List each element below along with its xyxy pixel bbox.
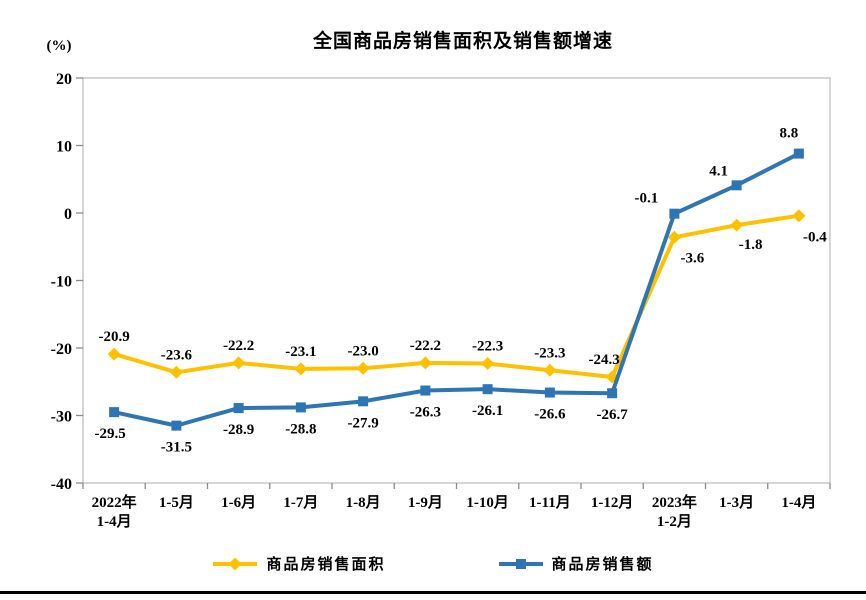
data-label: -1.8 xyxy=(739,237,763,253)
x-axis-tick-label: 1-4月 xyxy=(781,494,816,511)
diamond-marker-icon xyxy=(169,365,183,379)
y-axis-tick-label: -20 xyxy=(51,341,72,358)
bottom-border-line xyxy=(0,591,866,594)
data-label: -26.1 xyxy=(472,403,503,419)
diamond-marker-icon xyxy=(294,362,308,376)
data-label: 4.1 xyxy=(709,163,728,179)
diamond-marker-icon xyxy=(543,363,557,377)
data-label: -26.7 xyxy=(597,407,629,423)
x-axis-tick-label: 2022年 1-4月 xyxy=(92,493,137,530)
diamond-marker-icon xyxy=(232,356,246,370)
diamond-marker-icon xyxy=(228,557,242,570)
legend-line-diamond-icon xyxy=(213,557,258,570)
square-marker-icon xyxy=(358,396,369,407)
legend-label-sales-area: 商品房销售面积 xyxy=(266,557,386,573)
data-label: -28.8 xyxy=(285,421,316,437)
x-axis-tick-label: 1-6月 xyxy=(221,494,256,511)
data-label: -29.5 xyxy=(95,426,126,442)
diamond-marker-icon xyxy=(418,356,432,370)
data-label: -31.5 xyxy=(161,440,192,456)
data-label: -28.9 xyxy=(223,422,254,438)
data-label: -27.9 xyxy=(348,415,379,431)
diamond-marker-icon xyxy=(107,347,121,361)
x-axis-tick-label: 2023年 1-2月 xyxy=(652,493,697,530)
series-line-sales-area xyxy=(112,213,801,380)
y-axis-unit-label: (%) xyxy=(46,38,72,54)
square-marker-icon xyxy=(171,420,182,431)
x-axis-tick-label: 1-3月 xyxy=(719,494,754,511)
data-label: -3.6 xyxy=(681,250,705,266)
chart-legend: 商品房销售面积 商品房销售额 xyxy=(0,553,866,574)
legend-item-sales-amount: 商品房销售额 xyxy=(498,553,654,574)
x-axis-tick-label: 1-8月 xyxy=(346,494,381,511)
square-marker-icon xyxy=(109,407,120,418)
diamond-marker-icon xyxy=(667,230,681,244)
data-label: -20.9 xyxy=(99,329,130,345)
square-marker-icon xyxy=(420,385,431,396)
y-axis-tick-label: 10 xyxy=(56,139,72,156)
y-axis-tick-label: -40 xyxy=(51,476,72,493)
square-marker-icon xyxy=(669,208,680,219)
diamond-marker-icon xyxy=(356,361,370,375)
diamond-marker-icon xyxy=(481,357,495,371)
data-label: -26.6 xyxy=(534,407,566,423)
y-axis-tick-label: -10 xyxy=(51,274,72,291)
legend-line-square-icon xyxy=(498,558,543,569)
x-axis-tick-label: 1-11月 xyxy=(529,494,571,511)
data-label: -23.6 xyxy=(161,347,193,363)
data-label: -0.1 xyxy=(635,191,659,207)
square-marker-icon xyxy=(515,558,526,569)
data-label: -22.2 xyxy=(410,338,441,354)
square-marker-icon xyxy=(793,148,804,159)
data-label: -26.3 xyxy=(410,405,441,421)
x-axis-tick-label: 1-10月 xyxy=(466,494,509,511)
y-axis-tick-label: 0 xyxy=(64,206,72,223)
x-axis-tick-label: 1-12月 xyxy=(591,494,634,511)
series-line-sales-amount xyxy=(112,151,801,428)
square-marker-icon xyxy=(233,403,244,414)
legend-item-sales-area: 商品房销售面积 xyxy=(212,553,385,574)
square-marker-icon xyxy=(295,402,306,413)
square-marker-icon xyxy=(731,180,742,191)
y-axis-tick-label: -30 xyxy=(51,409,72,426)
x-axis-tick-label: 1-9月 xyxy=(408,494,443,511)
chart-title: 全国商品房销售面积及销售额增速 xyxy=(312,31,613,52)
square-marker-icon xyxy=(482,384,493,395)
y-axis-tick-label: 20 xyxy=(56,71,72,88)
data-label: -0.4 xyxy=(803,230,827,246)
data-label: -23.0 xyxy=(348,343,379,359)
data-label: -24.3 xyxy=(589,352,620,368)
diamond-marker-icon xyxy=(792,209,806,223)
data-label: -23.1 xyxy=(285,344,316,360)
legend-label-sales-amount: 商品房销售额 xyxy=(551,557,654,573)
data-label: 8.8 xyxy=(780,126,799,142)
data-label: -22.3 xyxy=(472,339,503,355)
data-label: -22.2 xyxy=(223,338,254,354)
data-label: -23.3 xyxy=(534,345,565,361)
diamond-marker-icon xyxy=(730,218,744,232)
x-axis-tick-label: 1-7月 xyxy=(283,494,318,511)
square-marker-icon xyxy=(544,387,555,398)
square-marker-icon xyxy=(607,388,618,399)
x-axis-tick-label: 1-5月 xyxy=(159,494,194,511)
